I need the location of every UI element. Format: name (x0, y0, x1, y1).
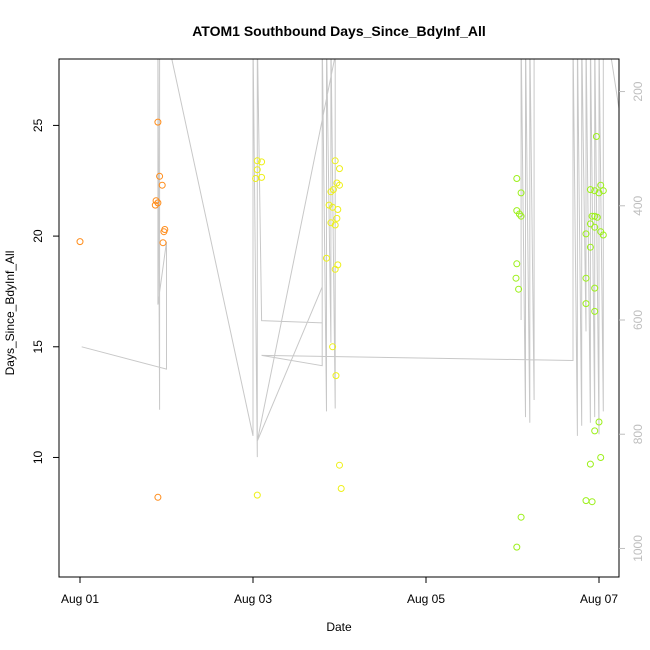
data-point (515, 210, 523, 218)
data-point (586, 243, 594, 251)
data-point (325, 201, 333, 209)
data-point (586, 460, 594, 468)
data-point (323, 254, 330, 262)
y-tick-label: 10 (31, 450, 45, 464)
data-point (582, 300, 590, 308)
data-point (513, 543, 521, 551)
data-point (597, 454, 605, 461)
data-point (591, 284, 599, 292)
series-group (252, 157, 345, 499)
data-point (331, 265, 339, 273)
data-point (591, 427, 599, 435)
data-point (159, 239, 167, 247)
data-point (336, 165, 343, 173)
data-point (599, 231, 607, 239)
data-point (151, 201, 159, 209)
series-group (512, 133, 607, 551)
data-point (597, 181, 605, 189)
data-point (586, 186, 594, 194)
data-point (253, 491, 261, 499)
data-point (591, 187, 599, 195)
y-tick-label: 25 (31, 118, 45, 132)
data-point (517, 212, 525, 220)
data-point (517, 513, 525, 521)
y2-tick-label: 600 (631, 310, 645, 330)
data-point (329, 343, 337, 351)
chart-title: ATOM1 Southbound Days_Since_BdyInf_All (192, 23, 486, 39)
data-point (333, 214, 341, 222)
data-point (331, 157, 339, 165)
data-point (591, 307, 599, 315)
plot-frame (58, 58, 620, 578)
y-axis-label: Days_Since_BdyInf_All (3, 251, 17, 376)
series-group (76, 118, 169, 501)
x-tick-label: Aug 05 (407, 592, 445, 606)
data-point (513, 175, 521, 182)
y2-tick-label: 1000 (631, 535, 645, 562)
data-point (515, 285, 523, 293)
data-point (593, 213, 601, 221)
data-point (595, 418, 603, 426)
data-point (591, 223, 599, 231)
data-point (258, 158, 266, 166)
data-point (158, 181, 166, 189)
secondary-line-series (81, 59, 619, 458)
x-tick-label: Aug 07 (580, 592, 618, 606)
data-point (337, 485, 345, 492)
y2-tick-label: 400 (631, 195, 645, 215)
data-point (588, 212, 596, 220)
y-tick-label: 15 (31, 340, 45, 354)
data-point (582, 230, 590, 238)
data-point (582, 274, 590, 282)
data-point (329, 186, 337, 194)
data-point (332, 372, 340, 380)
data-point (156, 172, 164, 180)
x-tick-label: Aug 03 (234, 592, 272, 606)
data-point (253, 166, 261, 174)
data-point (336, 181, 343, 189)
data-point (152, 197, 160, 205)
x-axis-label: Date (326, 620, 352, 634)
y2-tick-label: 200 (631, 81, 645, 101)
data-point (76, 238, 84, 246)
data-point (595, 189, 603, 197)
data-point (586, 220, 594, 228)
data-point (588, 498, 596, 506)
data-point (336, 461, 343, 469)
data-point (512, 274, 520, 282)
data-point (592, 133, 600, 140)
data-point (154, 493, 162, 501)
data-point (599, 187, 607, 195)
data-point (253, 157, 261, 165)
data-point (513, 260, 521, 268)
data-point (160, 228, 168, 236)
data-point (154, 118, 162, 126)
data-point (252, 175, 260, 182)
data-point (331, 221, 339, 229)
data-point (334, 206, 342, 213)
y2-tick-label: 800 (631, 424, 645, 444)
plot-layer (76, 59, 619, 551)
y-tick-label: 20 (31, 229, 45, 243)
data-point (327, 219, 335, 227)
x-tick-label: Aug 01 (61, 592, 99, 606)
data-point (517, 189, 525, 197)
data-point (582, 497, 590, 505)
